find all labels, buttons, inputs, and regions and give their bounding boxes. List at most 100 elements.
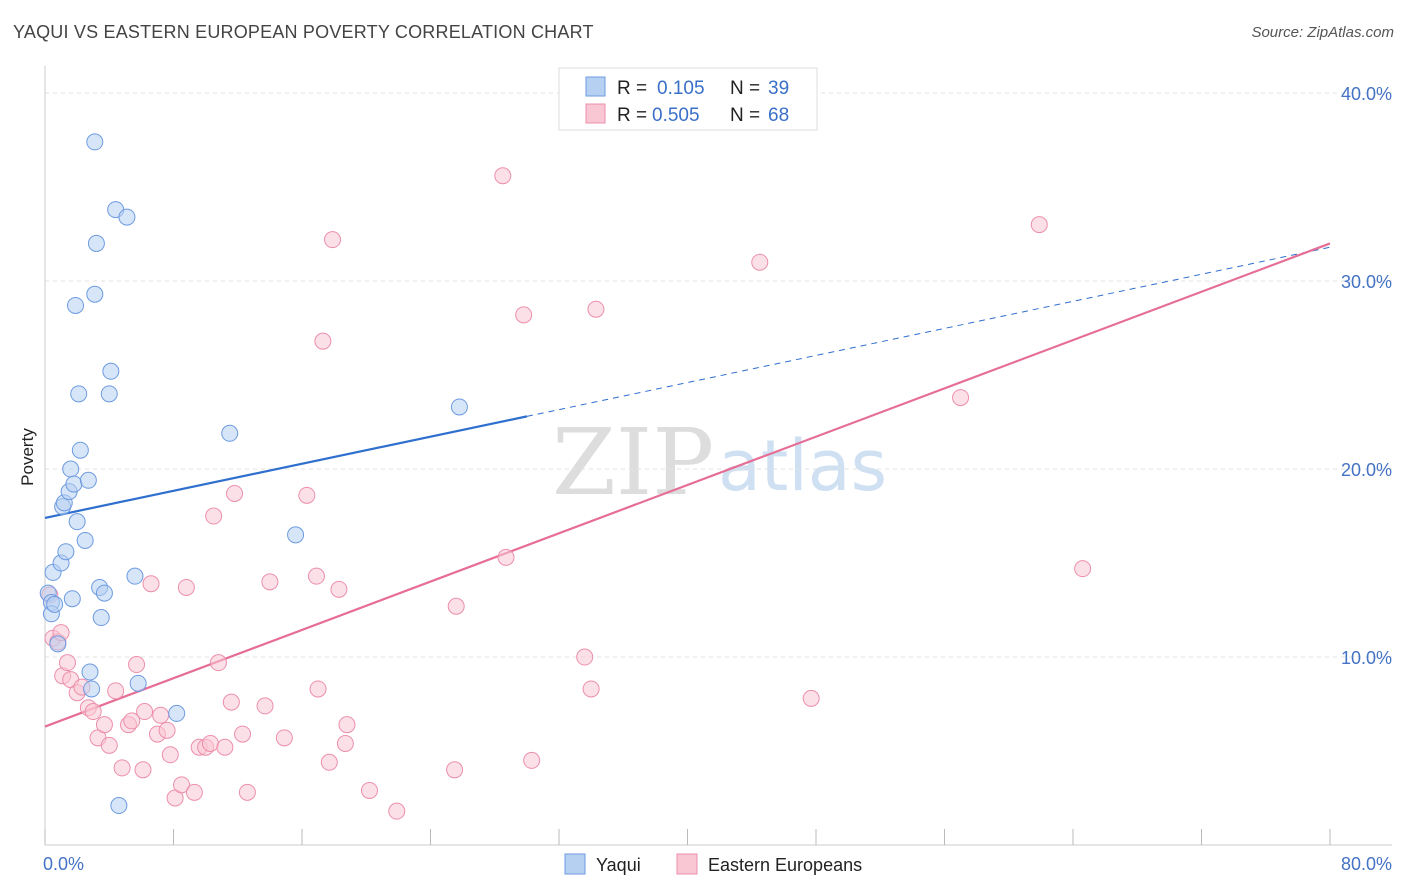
point-yaqui bbox=[81, 663, 99, 681]
point-yaqui bbox=[287, 526, 305, 544]
legend-r-value-eastern-europeans: 0.505 bbox=[652, 105, 700, 126]
point-eastern-europeans bbox=[587, 300, 605, 318]
point-eastern-europeans bbox=[275, 729, 293, 747]
legend-n-value-yaqui: 39 bbox=[768, 78, 789, 99]
point-yaqui bbox=[79, 471, 97, 489]
point-eastern-europeans bbox=[158, 721, 176, 739]
point-yaqui bbox=[92, 609, 110, 627]
point-yaqui bbox=[87, 234, 105, 252]
point-eastern-europeans bbox=[226, 484, 244, 502]
point-eastern-europeans bbox=[446, 761, 464, 779]
legend-n-value-eastern-europeans: 68 bbox=[768, 105, 789, 126]
bottom-legend-swatch-yaqui bbox=[564, 853, 586, 875]
point-eastern-europeans bbox=[314, 332, 332, 350]
point-yaqui bbox=[65, 475, 83, 493]
point-eastern-europeans bbox=[1074, 560, 1092, 578]
point-yaqui bbox=[102, 362, 120, 380]
trend-line-yaqui bbox=[44, 415, 528, 519]
point-yaqui bbox=[76, 531, 94, 549]
legend-r-label-eastern-europeans: R = bbox=[617, 105, 647, 126]
point-eastern-europeans bbox=[576, 648, 594, 666]
y-axis-label: Poverty bbox=[18, 428, 37, 486]
legend-n-label-yaqui: N = bbox=[730, 78, 760, 99]
point-eastern-europeans bbox=[234, 725, 252, 743]
point-yaqui bbox=[62, 460, 80, 478]
axes: 10.0% 20.0% 30.0% 40.0% bbox=[44, 66, 1392, 846]
point-eastern-europeans bbox=[107, 682, 125, 700]
point-eastern-europeans bbox=[494, 167, 512, 185]
watermark-zip: ZIP bbox=[552, 409, 714, 516]
grid-lines bbox=[45, 92, 1392, 658]
point-eastern-europeans bbox=[360, 781, 378, 799]
point-eastern-europeans bbox=[256, 697, 274, 715]
point-yaqui bbox=[221, 424, 239, 442]
point-eastern-europeans bbox=[142, 575, 160, 593]
point-eastern-europeans bbox=[185, 783, 203, 801]
point-eastern-europeans bbox=[1030, 216, 1048, 234]
point-eastern-europeans bbox=[136, 703, 154, 721]
point-eastern-europeans bbox=[222, 693, 240, 711]
point-yaqui bbox=[86, 285, 104, 303]
bottom-legend-label-yaqui: Yaqui bbox=[596, 855, 641, 875]
y-tick-label: 10.0% bbox=[1341, 648, 1392, 668]
bottom-legend-swatch-eastern-europeans bbox=[676, 853, 698, 875]
point-yaqui bbox=[168, 704, 186, 722]
point-yaqui bbox=[118, 208, 136, 226]
point-yaqui bbox=[95, 584, 113, 602]
point-eastern-europeans bbox=[298, 486, 316, 504]
trend-line-dashed-yaqui bbox=[526, 246, 1331, 417]
source-credit: Source: ZipAtlas.com bbox=[1251, 24, 1394, 41]
point-eastern-europeans bbox=[324, 231, 342, 249]
trend-line-eastern-europeans bbox=[44, 242, 1331, 728]
y-tick-label: 40.0% bbox=[1341, 84, 1392, 104]
chart-title: YAQUI VS EASTERN EUROPEAN POVERTY CORREL… bbox=[13, 22, 594, 42]
point-eastern-europeans bbox=[123, 712, 141, 730]
point-eastern-europeans bbox=[201, 734, 219, 752]
point-eastern-europeans bbox=[84, 703, 102, 721]
point-eastern-europeans bbox=[238, 783, 256, 801]
legend-n-label-eastern-europeans: N = bbox=[730, 105, 760, 126]
point-eastern-europeans bbox=[336, 734, 354, 752]
y-tick-label: 20.0% bbox=[1341, 460, 1392, 480]
point-eastern-europeans bbox=[58, 654, 76, 672]
point-eastern-europeans bbox=[751, 253, 769, 271]
point-yaqui bbox=[126, 567, 144, 585]
point-yaqui bbox=[67, 296, 85, 314]
point-yaqui bbox=[68, 513, 86, 531]
watermark-atlas: atlas bbox=[718, 425, 887, 507]
point-yaqui bbox=[129, 674, 147, 692]
point-eastern-europeans bbox=[309, 680, 327, 698]
bottom-legend-label-eastern-europeans: Eastern Europeans bbox=[708, 855, 862, 875]
y-tick-label: 30.0% bbox=[1341, 272, 1392, 292]
point-yaqui bbox=[100, 385, 118, 403]
point-eastern-europeans bbox=[100, 736, 118, 754]
x-tick-label-min: 0.0% bbox=[43, 854, 84, 874]
point-yaqui bbox=[110, 797, 128, 815]
point-eastern-europeans bbox=[307, 567, 325, 585]
point-eastern-europeans bbox=[173, 776, 191, 794]
correlation-legend: R = 0.105 N = 39 R = 0.505 N = 68 bbox=[558, 67, 818, 131]
point-eastern-europeans bbox=[582, 680, 600, 698]
point-eastern-europeans bbox=[177, 578, 195, 596]
point-eastern-europeans bbox=[216, 738, 234, 756]
legend-r-value-yaqui: 0.105 bbox=[657, 78, 705, 99]
point-eastern-europeans bbox=[497, 548, 515, 566]
point-yaqui bbox=[63, 590, 81, 608]
point-eastern-europeans bbox=[205, 507, 223, 525]
trend-lines bbox=[44, 242, 1331, 728]
point-eastern-europeans bbox=[515, 306, 533, 324]
point-eastern-europeans bbox=[209, 654, 227, 672]
point-eastern-europeans bbox=[952, 389, 970, 407]
point-yaqui bbox=[86, 133, 104, 151]
point-yaqui bbox=[71, 441, 89, 459]
point-eastern-europeans bbox=[152, 706, 170, 724]
point-eastern-europeans bbox=[134, 761, 152, 779]
point-yaqui bbox=[46, 595, 64, 613]
point-yaqui bbox=[450, 398, 468, 416]
point-eastern-europeans bbox=[338, 716, 356, 734]
point-eastern-europeans bbox=[388, 802, 406, 820]
point-yaqui bbox=[57, 543, 75, 561]
series-legend: Yaqui Eastern Europeans bbox=[564, 853, 862, 875]
point-eastern-europeans bbox=[447, 597, 465, 615]
